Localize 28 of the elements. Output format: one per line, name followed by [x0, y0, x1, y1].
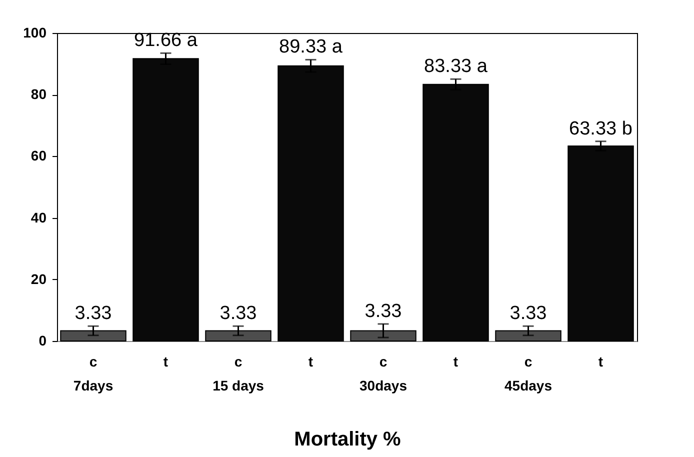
x-tick-label: c 45days: [504, 354, 552, 394]
x-tick-label: t: [598, 354, 604, 370]
data-label: 3.33: [74, 303, 112, 324]
data-label: 3.33: [220, 303, 257, 324]
bar: [60, 330, 126, 342]
bar: [495, 330, 562, 342]
x-tick-label: t: [163, 354, 168, 370]
x-tick-label: c 30days: [360, 354, 408, 394]
y-tick-label: 100: [23, 24, 47, 40]
bar: [568, 145, 634, 342]
bar: [205, 330, 272, 342]
y-tick-label: 60: [30, 148, 47, 164]
y-tick-label: 20: [30, 270, 47, 287]
data-label: 83.33 a: [424, 56, 488, 78]
y-tick-label: 40: [30, 209, 47, 226]
y-tick-label: 0: [38, 332, 47, 348]
x-tick-label: t: [453, 354, 458, 370]
data-label: 63.33 b: [569, 118, 632, 140]
x-tick-label: t: [308, 354, 314, 370]
data-label: 3.33: [510, 303, 547, 324]
x-axis-title: Mortality %: [294, 428, 402, 450]
y-tick-label: 80: [30, 86, 47, 102]
bar: [132, 58, 199, 342]
x-tick-label: c 7days: [73, 354, 114, 394]
bar: [422, 84, 489, 342]
x-tick-label: c 15 days: [212, 354, 264, 394]
data-label: 3.33: [364, 300, 402, 322]
data-label: 89.33 a: [279, 36, 343, 58]
